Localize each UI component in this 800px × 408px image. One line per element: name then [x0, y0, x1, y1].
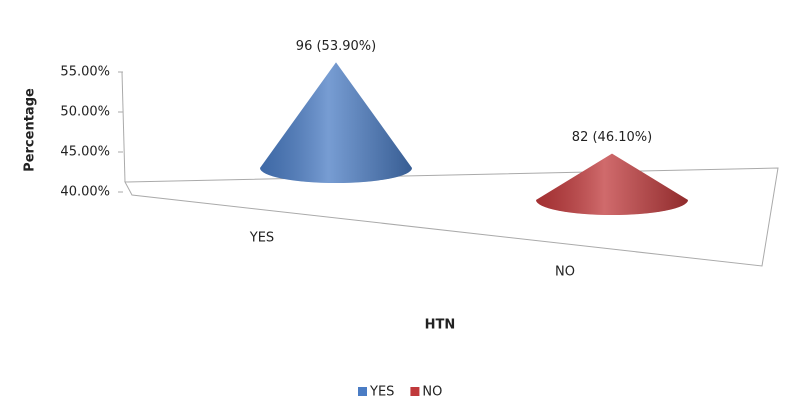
legend-swatch [410, 387, 420, 396]
y-axis-label: Percentage [23, 88, 38, 172]
legend-label: YES [369, 385, 394, 400]
y-tick-label: 55.00% [60, 65, 110, 80]
y-axis [121, 71, 126, 183]
y-tick-label: 45.00% [60, 145, 110, 160]
x-axis-label: HTN [425, 318, 456, 333]
value-label: 82 (46.10%) [572, 130, 652, 145]
value-label: 96 (53.90%) [296, 39, 376, 54]
x-tick-label: NO [555, 265, 575, 280]
y-tick-label: 50.00% [60, 105, 110, 120]
cone-shade [260, 62, 412, 183]
cone-shade [536, 153, 688, 215]
legend-label: NO [422, 385, 442, 400]
y-tick-label: 40.00% [60, 185, 110, 200]
x-tick-label: YES [249, 231, 274, 246]
legend-swatch [358, 387, 367, 396]
floor [124, 167, 779, 267]
